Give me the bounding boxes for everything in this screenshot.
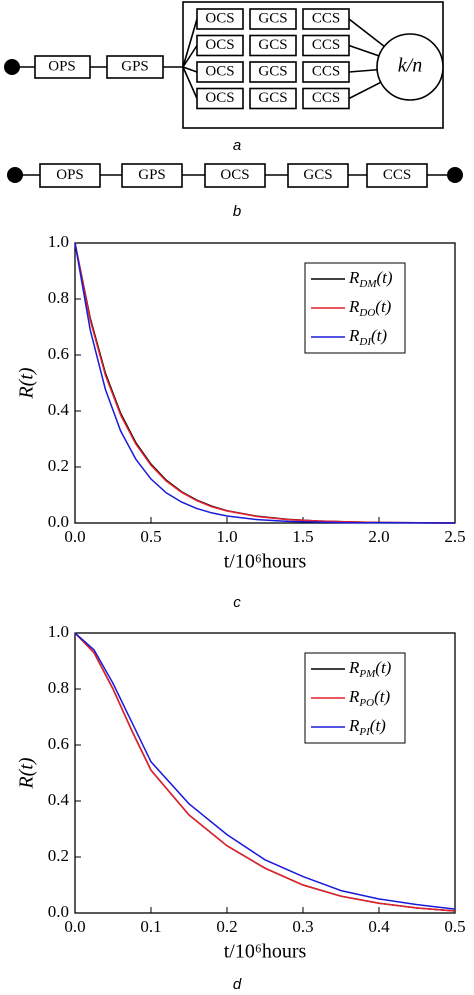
block-label: GCS	[258, 90, 287, 106]
block	[34, 55, 91, 79]
block-label: OCS	[220, 167, 249, 183]
block-label: GPS	[138, 167, 166, 183]
x-axis-label: t/10⁶hours	[224, 941, 307, 963]
block	[204, 163, 266, 188]
block	[196, 34, 244, 57]
legend-label: RPO(t)	[348, 687, 390, 709]
x-tick-label: 0.0	[64, 917, 85, 936]
y-axis-label: R(t)	[16, 367, 38, 399]
x-tick-label: 0.5	[140, 527, 161, 546]
y-tick-label: 0.4	[48, 790, 70, 809]
y-tick-label: 0.8	[48, 678, 69, 697]
block	[249, 61, 297, 83]
legend-label: RDO(t)	[348, 297, 392, 319]
y-tick-label: 0.6	[48, 344, 69, 363]
block	[366, 163, 428, 188]
legend-label: RDM(t)	[348, 268, 393, 290]
terminal	[7, 167, 23, 183]
block	[302, 61, 350, 83]
x-axis-label: t/10⁶hours	[224, 551, 307, 573]
block-label: OCS	[205, 10, 234, 26]
wire	[182, 18, 198, 68]
block	[249, 8, 297, 30]
block-label: OPS	[48, 58, 76, 74]
block-label: CCS	[312, 90, 340, 106]
block-label: OPS	[56, 167, 84, 183]
block	[249, 34, 297, 57]
block-label: CCS	[312, 63, 340, 79]
x-tick-label: 0.2	[216, 917, 237, 936]
y-tick-label: 0.2	[48, 846, 69, 865]
block-label: GPS	[121, 58, 149, 74]
block	[196, 8, 244, 30]
block-label: GCS	[258, 37, 287, 53]
x-tick-label: 0.0	[64, 527, 85, 546]
block-label: GCS	[258, 10, 287, 26]
block-label: GCS	[258, 63, 287, 79]
block-label: OCS	[205, 90, 234, 106]
blocks: OPS GPS OCS GCS CCS	[39, 163, 428, 188]
block	[302, 87, 350, 110]
caption: d	[233, 976, 242, 993]
plot-frame	[74, 242, 456, 524]
wire	[348, 44, 380, 57]
rows: OCS GCS CCS OCS GCS CCS OCS GCS CCS OCS GCS CCS	[182, 8, 385, 110]
caption: b	[233, 203, 241, 220]
wire	[348, 81, 382, 100]
voter	[376, 33, 444, 101]
x-tick-label: 0.4	[368, 917, 390, 936]
block	[196, 61, 244, 83]
x-tick-label: 2.5	[444, 527, 465, 546]
legend-label: RDI(t)	[348, 326, 387, 348]
series-line	[74, 632, 456, 912]
series-line	[74, 242, 456, 524]
block-label: OCS	[205, 37, 234, 53]
wire	[348, 18, 385, 48]
block	[39, 163, 101, 188]
y-tick-label: 0.8	[48, 288, 69, 307]
legend-label: RPM(t)	[348, 658, 392, 680]
x-tick-label: 1.0	[216, 527, 237, 546]
plot-frame	[74, 632, 456, 914]
block	[302, 8, 350, 30]
terminal	[447, 167, 463, 183]
wire	[348, 68, 378, 73]
x-tick-label: 0.5	[444, 917, 465, 936]
block	[302, 34, 350, 57]
voter-label: k/n	[398, 55, 422, 77]
block-label: OCS	[205, 63, 234, 79]
wire	[182, 66, 198, 73]
y-tick-label: 1.0	[48, 622, 69, 641]
x-tick-label: 0.3	[292, 917, 313, 936]
y-axis-label: R(t)	[16, 757, 38, 789]
y-tick-label: 0.4	[48, 400, 70, 419]
wire	[182, 45, 198, 68]
y-tick-label: 0.6	[48, 734, 69, 753]
block-label: CCS	[312, 37, 340, 53]
y-tick-label: 0.0	[48, 902, 69, 921]
block	[121, 163, 183, 188]
series-line	[74, 242, 456, 524]
block-label: CCS	[383, 167, 411, 183]
wire	[182, 66, 198, 99]
block	[249, 87, 297, 110]
y-tick-label: 0.0	[48, 512, 69, 531]
block-label: GCS	[303, 167, 332, 183]
block	[106, 55, 164, 79]
x-tick-label: 1.5	[292, 527, 313, 546]
series-line	[74, 632, 456, 910]
block	[196, 87, 244, 110]
x-tick-label: 2.0	[368, 527, 389, 546]
legend-label: RPI(t)	[348, 716, 386, 738]
y-tick-label: 1.0	[48, 232, 69, 251]
y-tick-label: 0.2	[48, 456, 69, 475]
caption: a	[233, 137, 241, 154]
block	[287, 163, 349, 188]
block-label: CCS	[312, 10, 340, 26]
caption: c	[233, 594, 241, 611]
x-tick-label: 0.1	[140, 917, 161, 936]
